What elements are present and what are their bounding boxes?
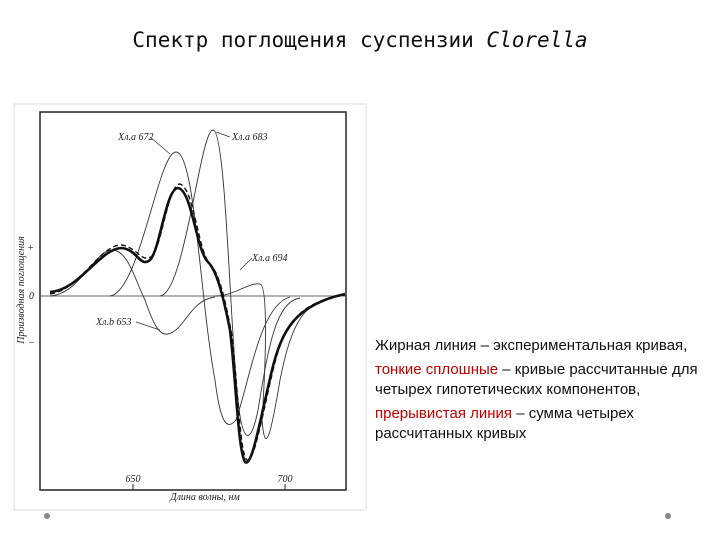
note-highlight: прерывистая линия <box>375 405 513 422</box>
note: тонкие сплошные – кривые рассчитанные дл… <box>375 360 705 400</box>
bullet-dot <box>665 513 671 519</box>
figure-frame <box>13 103 367 511</box>
y-tick-label: + <box>27 243 34 254</box>
y-axis-label: Производная поглощения <box>16 236 27 345</box>
y-tick-label: – <box>28 337 35 348</box>
note: Жирная линия – экспериментальная кривая, <box>375 336 705 356</box>
note-text: – сумма четырех рассчитанных кривых <box>375 405 634 442</box>
notes: Жирная линия – экспериментальная кривая,… <box>375 336 705 448</box>
note: прерывистая линия – сумма четырех рассчи… <box>375 404 705 444</box>
x-tick-label: 700 <box>278 474 293 485</box>
note-highlight: тонкие сплошные <box>375 361 499 378</box>
title-text: Спектр поглощения суспензии <box>132 28 487 52</box>
x-tick-label: 650 <box>126 474 141 485</box>
curve-label: Хл.а 683 <box>231 132 267 143</box>
leader <box>135 321 161 331</box>
component-curve <box>214 283 341 440</box>
x-axis-label: Длина волны, нм <box>169 492 240 503</box>
sum-curve <box>49 183 346 461</box>
leader <box>149 136 171 155</box>
leader <box>239 257 253 271</box>
note-text: – кривые рассчитанные для четырех гипоте… <box>375 361 698 398</box>
title: Спектр поглощения суспензии Clorella <box>0 28 720 52</box>
curve-label: Хл.а 672 <box>117 132 153 143</box>
leader <box>215 131 231 138</box>
title-italic: Clorella <box>486 28 588 52</box>
curve-label: Хл.b 653 <box>95 317 131 328</box>
note-text: Жирная линия – экспериментальная кривая, <box>375 337 688 354</box>
y-tick-label: 0 <box>29 291 34 302</box>
component-curve <box>109 151 291 425</box>
bullet-dot <box>44 513 50 519</box>
curve-label: Хл.а 694 <box>251 253 287 264</box>
plot-box <box>39 111 347 491</box>
